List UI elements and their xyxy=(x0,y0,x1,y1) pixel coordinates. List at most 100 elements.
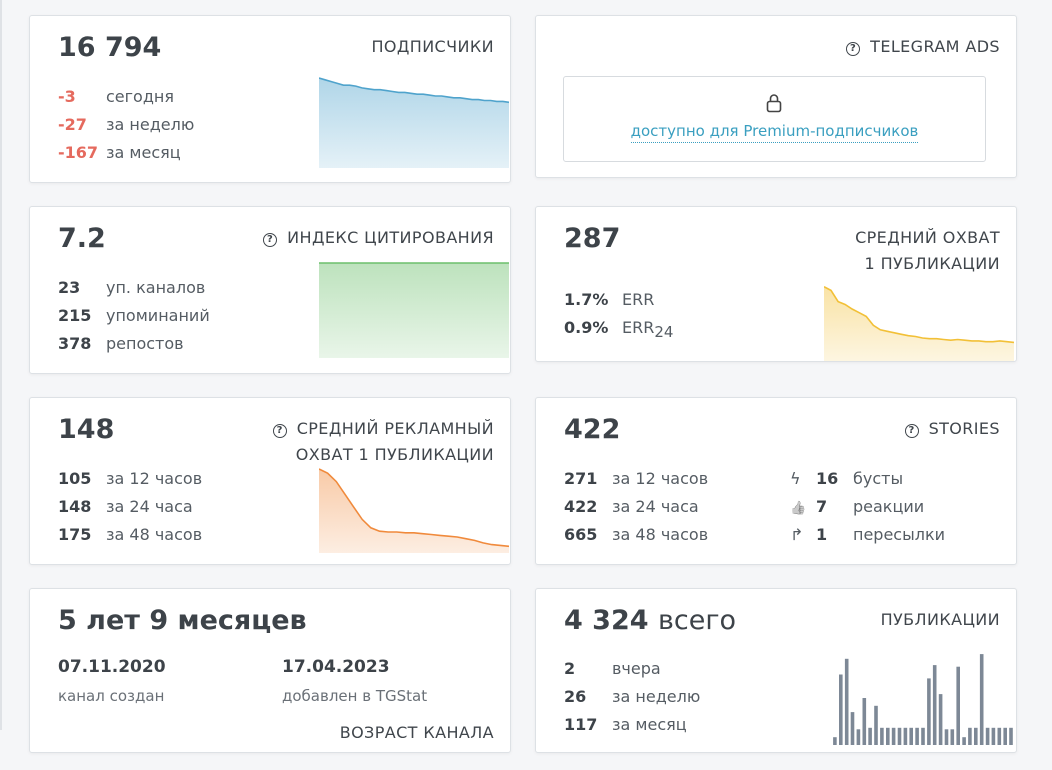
stat-row: 117 за месяц xyxy=(564,715,687,734)
boosts-row: ϟ 16 бусты xyxy=(790,469,904,488)
publications-bar xyxy=(979,654,984,745)
average-reach-title: СРЕДНИЙ ОХВАТ 1 ПУБЛИКАЦИИ xyxy=(855,228,1000,273)
publications-bar xyxy=(833,737,837,745)
publications-bar xyxy=(944,729,949,745)
publications-bar-chart xyxy=(833,654,1013,745)
publications-bar xyxy=(962,737,966,745)
publications-bar xyxy=(1003,727,1007,745)
average-reach-value: 287 xyxy=(564,223,621,254)
ad-reach-sparkline xyxy=(319,468,509,553)
stat-row: 271 за 12 часов xyxy=(564,469,709,488)
premium-lock-box[interactable]: доступно для Premium-подписчиков xyxy=(563,76,986,162)
stat-row: 105 за 12 часов xyxy=(58,469,203,488)
forward-icon: ↱ xyxy=(790,525,804,544)
publications-bar xyxy=(891,727,896,745)
publications-bar xyxy=(985,727,990,745)
publications-bar xyxy=(850,712,855,745)
publications-bar xyxy=(909,727,913,745)
stat-row: 175 за 48 часов xyxy=(58,525,203,544)
reactions-row: 👍 7 реакции xyxy=(790,497,925,516)
boost-icon: ϟ xyxy=(790,469,801,488)
stat-row: 665 за 48 часов xyxy=(564,525,709,544)
channel-age-title: ВОЗРАСТ КАНАЛА xyxy=(339,723,494,742)
publications-value: 4 324 всего xyxy=(564,605,737,636)
stat-row: 378 репостов xyxy=(58,334,184,353)
sparkline-line xyxy=(319,77,509,104)
stat-row: 148 за 24 часа xyxy=(58,497,193,516)
publications-bar xyxy=(915,727,919,745)
ad-reach-value: 148 xyxy=(58,414,115,445)
stat-row: -3 сегодня xyxy=(58,87,174,106)
publications-bar xyxy=(927,678,931,745)
stat-row: -167 за месяц xyxy=(58,143,181,162)
stories-value: 422 xyxy=(564,414,621,445)
sparkline-area xyxy=(824,286,1014,361)
channel-age-value: 5 лет 9 месяцев xyxy=(58,605,307,636)
telegram-ads-title: ? TELEGRAM ADS xyxy=(846,34,1000,60)
created-date: 07.11.2020 xyxy=(58,657,166,677)
citation-index-value: 7.2 xyxy=(58,223,106,254)
subscribers-count: 16 794 xyxy=(58,32,162,63)
stat-row: 422 за 24 часа xyxy=(564,497,699,516)
publications-bar xyxy=(903,727,908,745)
question-circle-icon[interactable]: ? xyxy=(272,424,287,438)
created-label: канал создан xyxy=(58,687,165,705)
publications-bar xyxy=(839,674,843,745)
stat-row: 215 упоминаний xyxy=(58,306,210,325)
added-date: 17.04.2023 xyxy=(282,657,390,677)
forwards-row: ↱ 1 пересылки xyxy=(790,525,946,544)
average-reach-sparkline xyxy=(824,285,1014,361)
publications-bar xyxy=(956,666,960,745)
publications-bar xyxy=(968,727,972,745)
publications-bar xyxy=(880,727,884,745)
publications-bar xyxy=(991,727,996,745)
sparkline-area xyxy=(319,469,509,553)
channel-age-card[interactable]: 5 лет 9 месяцев 07.11.2020 канал создан … xyxy=(29,588,511,753)
stat-row: -27 за неделю xyxy=(58,115,195,134)
telegram-ads-card[interactable]: ? TELEGRAM ADS доступно для Premium-подпи… xyxy=(535,15,1017,178)
publications-bar xyxy=(856,729,861,745)
question-circle-icon[interactable]: ? xyxy=(263,233,278,247)
sparkline-line xyxy=(319,468,509,548)
premium-link[interactable]: доступно для Premium-подписчиков xyxy=(630,122,919,143)
publications-bar xyxy=(997,727,1002,745)
publications-bar xyxy=(844,658,849,745)
stories-card[interactable]: 422 ? STORIES 271 за 12 часов 422 за 24 час… xyxy=(535,397,1017,565)
question-circle-icon[interactable]: ? xyxy=(846,42,861,56)
publications-title: ПУБЛИКАЦИИ xyxy=(880,610,1000,629)
ad-reach-title: ? СРЕДНИЙ РЕКЛАМНЫЙ ОХВАТ 1 ПУБЛИКАЦИИ xyxy=(272,416,494,468)
left-edge xyxy=(0,0,2,730)
publications-bar xyxy=(932,665,937,745)
publications-bar xyxy=(1009,727,1013,745)
publications-bar xyxy=(921,727,925,745)
publications-bar xyxy=(886,727,890,745)
publications-bar xyxy=(897,727,902,745)
err-row: 1.7% ERR xyxy=(564,290,655,309)
citation-index-card[interactable]: 7.2 ? ИНДЕКС ЦИТИРОВАНИЯ 23 уп. каналов 21… xyxy=(29,206,511,374)
citation-index-title: ? ИНДЕКС ЦИТИРОВАНИЯ xyxy=(263,225,494,251)
thumbs-up-icon: 👍 xyxy=(790,501,807,516)
err24-row: 0.9% ERR24 xyxy=(564,318,674,342)
subscribers-card[interactable]: 16 794 ПОДПИСЧИКИ -3 сегодня -27 за неделю… xyxy=(29,15,511,183)
question-circle-icon[interactable]: ? xyxy=(904,424,919,438)
sparkline-line xyxy=(824,285,1014,344)
stat-row: 26 за неделю xyxy=(564,687,701,706)
stat-row: 2 вчера xyxy=(564,659,661,678)
publications-bar xyxy=(874,705,878,745)
average-reach-card[interactable]: 287 СРЕДНИЙ ОХВАТ 1 ПУБЛИКАЦИИ 1.7% ERR 0.… xyxy=(535,206,1017,362)
stories-title: ? STORIES xyxy=(904,416,1000,442)
citation-sparkline xyxy=(319,262,509,358)
publications-bar xyxy=(862,698,867,745)
added-label: добавлен в TGStat xyxy=(282,687,428,705)
stat-row: 23 уп. каналов xyxy=(58,278,206,297)
subscribers-title: ПОДПИСЧИКИ xyxy=(371,37,494,56)
subscribers-sparkline xyxy=(319,77,509,168)
publications-bar xyxy=(868,727,872,745)
sparkline-area xyxy=(319,78,509,168)
publications-bar xyxy=(950,729,955,745)
publications-bar xyxy=(974,727,978,745)
ad-reach-card[interactable]: 148 ? СРЕДНИЙ РЕКЛАМНЫЙ ОХВАТ 1 ПУБЛИКАЦИИ… xyxy=(29,397,511,565)
sparkline-area xyxy=(319,263,509,358)
publications-bar xyxy=(938,694,943,745)
publications-card[interactable]: 4 324 всего ПУБЛИКАЦИИ 2 вчера 26 за недел… xyxy=(535,588,1017,753)
